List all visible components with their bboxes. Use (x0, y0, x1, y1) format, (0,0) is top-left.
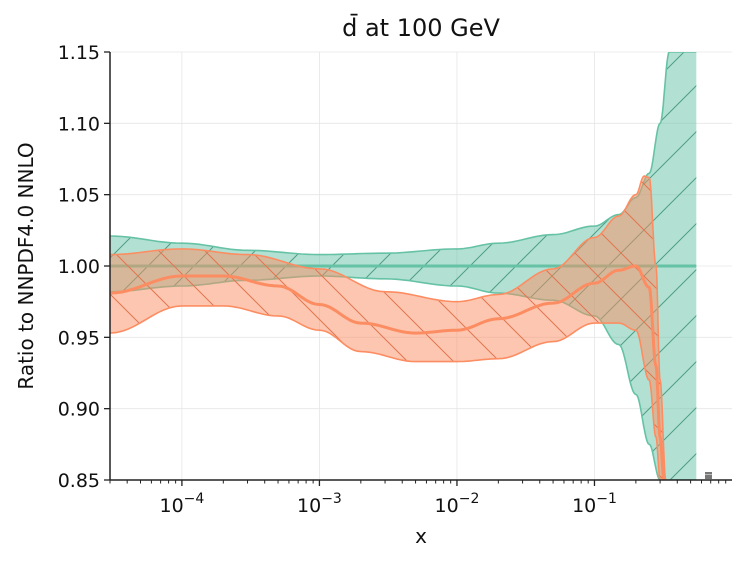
x-tick-label-0: 10−4 (159, 491, 204, 517)
y-tick-label-4: 1.05 (58, 185, 100, 207)
x-tick-label-1: 10−3 (297, 491, 342, 517)
alternative-lower-edge (110, 305, 661, 480)
reference-upper-edge (110, 52, 697, 256)
axis-ticks: 0.85 0.90 0.95 1.00 1.05 1.10 1.15 10−4 10−3 10−2… (58, 42, 727, 517)
y-tick-label-1: 0.90 (58, 399, 100, 421)
y-tick-label-0: 0.85 (58, 470, 100, 492)
series-alternative (110, 175, 667, 480)
y-axis-label: Ratio to NNPDF4.0 NNLO (14, 142, 38, 389)
x-tick-label-3: 10−1 (572, 491, 617, 517)
offset-marker (705, 472, 712, 479)
y-tick-label-2: 0.95 (58, 327, 100, 349)
y-tick-label-6: 1.15 (58, 42, 100, 64)
alternative-central-line (110, 264, 666, 480)
x-axis-label: x (415, 524, 427, 548)
x-tick-label-2: 10−2 (435, 491, 480, 517)
y-tick-label-5: 1.10 (58, 113, 100, 135)
chart-title: d̄ at 100 GeV (342, 13, 500, 42)
y-tick-label-3: 1.00 (58, 256, 100, 278)
alternative-upper-edge (110, 175, 667, 480)
